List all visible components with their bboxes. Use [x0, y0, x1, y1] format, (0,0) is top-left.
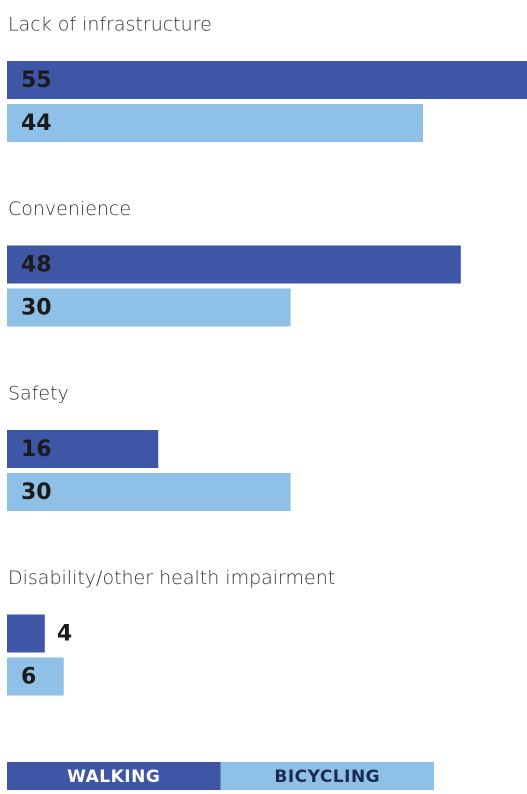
legend-swatch — [220, 762, 434, 790]
bar — [7, 430, 159, 468]
bar — [7, 104, 423, 142]
category-label: Safety — [8, 383, 69, 405]
category-label: Lack of infrastructure — [8, 14, 212, 36]
value-label: 30 — [21, 480, 52, 505]
value-label: 4 — [57, 622, 72, 647]
legend-label: BICYCLING — [274, 767, 380, 787]
category-label: Convenience — [8, 198, 131, 220]
legend-label: WALKING — [67, 767, 160, 787]
value-label: 16 — [21, 437, 52, 462]
bar — [7, 473, 291, 511]
bar — [7, 288, 291, 327]
value-label: 6 — [21, 665, 36, 690]
value-label: 48 — [21, 253, 52, 278]
value-label: 55 — [21, 68, 52, 93]
bar — [7, 61, 527, 99]
value-label: 44 — [21, 111, 52, 136]
bar — [7, 614, 45, 653]
bar — [7, 245, 461, 284]
value-label: 30 — [21, 296, 52, 321]
bar — [7, 657, 64, 696]
category-label: Disability/other health impairment — [8, 567, 335, 589]
legend-swatch — [7, 762, 221, 790]
